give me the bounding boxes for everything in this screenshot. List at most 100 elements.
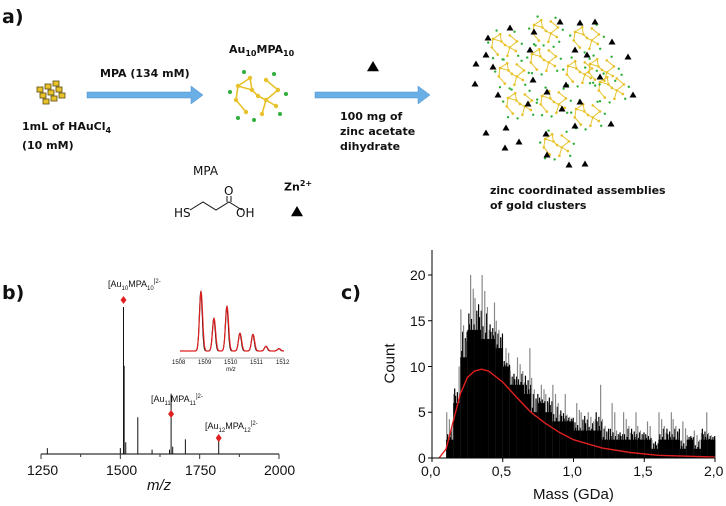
annotation-part: 12 [218, 427, 226, 434]
gold-particle-icon [55, 86, 63, 93]
bond [588, 40, 593, 49]
gold-atom [557, 91, 561, 94]
zinc-triangle-icon [629, 91, 637, 98]
gold-atom [578, 46, 582, 49]
gold-atom [539, 103, 543, 106]
inset-xtick: 1511 [250, 360, 263, 366]
gold-atom [597, 33, 601, 36]
gold-atom [598, 80, 602, 84]
panel-a-graphics [36, 15, 637, 217]
gold-atom [566, 64, 570, 68]
histogram-bar [474, 329, 482, 458]
bond [603, 72, 608, 81]
histogram-bar [625, 419, 627, 458]
histogram-bar [635, 412, 637, 458]
bond [598, 90, 606, 98]
histogram-bar [453, 403, 461, 458]
bond [506, 97, 509, 107]
ligand-atom [576, 85, 579, 88]
gold-atom [587, 71, 591, 74]
panel-b-label: b) [2, 282, 25, 304]
peak-annotation: [Au12MPA12]2- [205, 421, 258, 434]
bond [558, 98, 567, 105]
annotation-part: [Au [151, 394, 165, 404]
annotation-part: ]2- [195, 394, 203, 400]
gold-atom [521, 78, 525, 82]
ligand-atom [559, 57, 562, 60]
gold-atom [555, 111, 558, 115]
histogram-bar [658, 412, 660, 458]
inset-xtick: 1508 [172, 360, 186, 366]
gold-atom [498, 66, 502, 70]
ligand-atom [588, 82, 592, 85]
gold-particle-icon [50, 95, 58, 102]
zinc-triangle-icon [291, 206, 303, 217]
ligand-atom [536, 15, 539, 18]
ligand-atom [592, 81, 595, 84]
ligand-atom [596, 100, 599, 103]
gold-atom [515, 40, 519, 43]
histogram-bar [615, 439, 624, 458]
gold-particle-icon [58, 92, 66, 99]
ligand-atom [550, 115, 553, 118]
histogram-bar [600, 384, 602, 458]
annotation-part: 11 [189, 400, 196, 407]
histogram-bar [559, 421, 567, 458]
histogram-bar [608, 439, 617, 458]
histogram-bar [495, 348, 504, 458]
zinc-triangle-icon [571, 46, 579, 53]
gold-atom [506, 96, 510, 100]
ligand-atom [520, 59, 523, 62]
gold-atom [553, 64, 557, 68]
zinc-triangle-icon [562, 81, 570, 88]
gold-atom [539, 55, 542, 58]
ligand-atom [517, 54, 520, 57]
gold-atom [583, 61, 587, 64]
ligand-atom [278, 112, 282, 116]
gold-atom [550, 132, 554, 136]
histogram-bar [707, 439, 716, 458]
gold-particle-icon [47, 89, 55, 96]
histogram-bar [460, 357, 468, 458]
gold-atom [515, 75, 519, 78]
gold-atom [583, 110, 586, 113]
zinc-triangle-icon [581, 160, 589, 167]
bond [567, 65, 577, 69]
bond [575, 108, 585, 112]
gold-atom [508, 46, 512, 49]
ligand-atom [558, 40, 561, 43]
bond [543, 138, 546, 148]
assembly-cluster-icon [584, 54, 620, 86]
bond [492, 38, 502, 42]
gold-atom [613, 97, 616, 101]
gold-atom [600, 68, 604, 72]
bond [592, 111, 601, 118]
bond [507, 97, 517, 101]
gold-atom [243, 109, 249, 115]
gold-atom [498, 32, 502, 36]
gold-atom [588, 47, 591, 51]
gold-atom [621, 92, 625, 96]
histogram-bar [502, 366, 511, 458]
gold-atom [597, 89, 601, 92]
ligand-atom [602, 35, 605, 38]
gold-atom [582, 33, 585, 36]
zinc-triangle-icon [530, 28, 538, 35]
gold-atom [273, 103, 279, 109]
ligand-atom [598, 100, 602, 103]
bond [516, 70, 525, 77]
gold-atom [552, 100, 556, 104]
histogram-bar [601, 419, 603, 458]
gold-atom [263, 97, 269, 103]
gold-atom [537, 47, 541, 51]
inset-simulated-line [180, 289, 284, 352]
zinc-triangle-icon [542, 130, 550, 137]
gold-atom [611, 74, 615, 78]
gold-atom [575, 67, 578, 70]
zinc-triangle-icon [494, 91, 502, 98]
bond [261, 99, 267, 115]
histogram-bar [545, 412, 553, 458]
gold-atom [549, 32, 553, 35]
gold-atom [586, 113, 590, 117]
